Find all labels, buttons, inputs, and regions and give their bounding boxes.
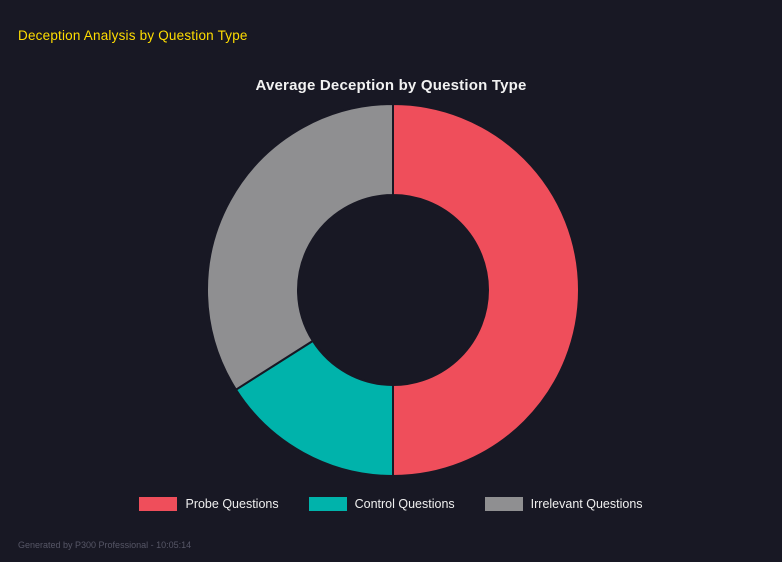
legend-label: Control Questions (354, 497, 455, 511)
legend-swatch (308, 497, 347, 511)
legend-label: Irrelevant Questions (530, 497, 643, 511)
legend-swatch (139, 497, 178, 511)
legend-item-control-questions[interactable]: Control Questions (308, 497, 455, 511)
legend-item-irrelevant-questions[interactable]: Irrelevant Questions (484, 497, 643, 511)
chart-legend: Probe Questions Control Questions Irreleva… (0, 497, 782, 511)
donut-segment-irrelevant-questions[interactable] (206, 102, 394, 392)
donut-segment-control-questions[interactable] (234, 339, 394, 478)
legend-item-probe-questions[interactable]: Probe Questions (139, 497, 279, 511)
footer-text: Generated by P300 Professional - 10:05:1… (18, 540, 192, 550)
donut-segment-probe-questions[interactable] (392, 102, 580, 478)
chart-title: Average Deception by Question Type (255, 77, 527, 94)
legend-swatch (484, 497, 523, 511)
page-title: Deception Analysis by Question Type (18, 28, 248, 43)
legend-label: Probe Questions (185, 497, 279, 511)
